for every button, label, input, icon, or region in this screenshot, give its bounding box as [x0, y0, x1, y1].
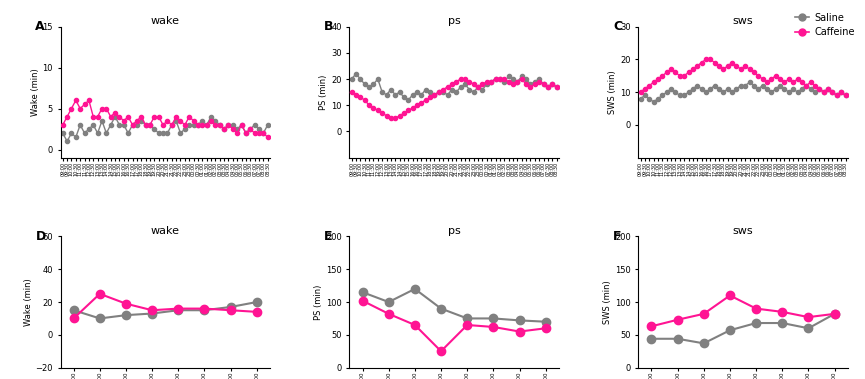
Text: E: E [324, 230, 333, 243]
Y-axis label: Wake (min): Wake (min) [30, 68, 40, 116]
Title: ps: ps [448, 16, 460, 26]
Y-axis label: PS (min): PS (min) [319, 74, 329, 110]
Text: C: C [613, 20, 622, 33]
Title: sws: sws [733, 16, 753, 26]
Text: A: A [35, 20, 45, 33]
Title: wake: wake [151, 16, 180, 26]
Y-axis label: Wake (min): Wake (min) [23, 278, 33, 326]
Y-axis label: PS (min): PS (min) [314, 284, 324, 320]
Legend: Saline, Caffeine: Saline, Caffeine [791, 9, 858, 41]
Title: wake: wake [151, 226, 180, 236]
Text: B: B [324, 20, 334, 33]
Title: sws: sws [733, 226, 753, 236]
Y-axis label: SWS (min): SWS (min) [603, 280, 612, 324]
Y-axis label: SWS (min): SWS (min) [608, 70, 618, 114]
Text: D: D [35, 230, 46, 243]
Text: F: F [613, 230, 622, 243]
Title: ps: ps [448, 226, 460, 236]
